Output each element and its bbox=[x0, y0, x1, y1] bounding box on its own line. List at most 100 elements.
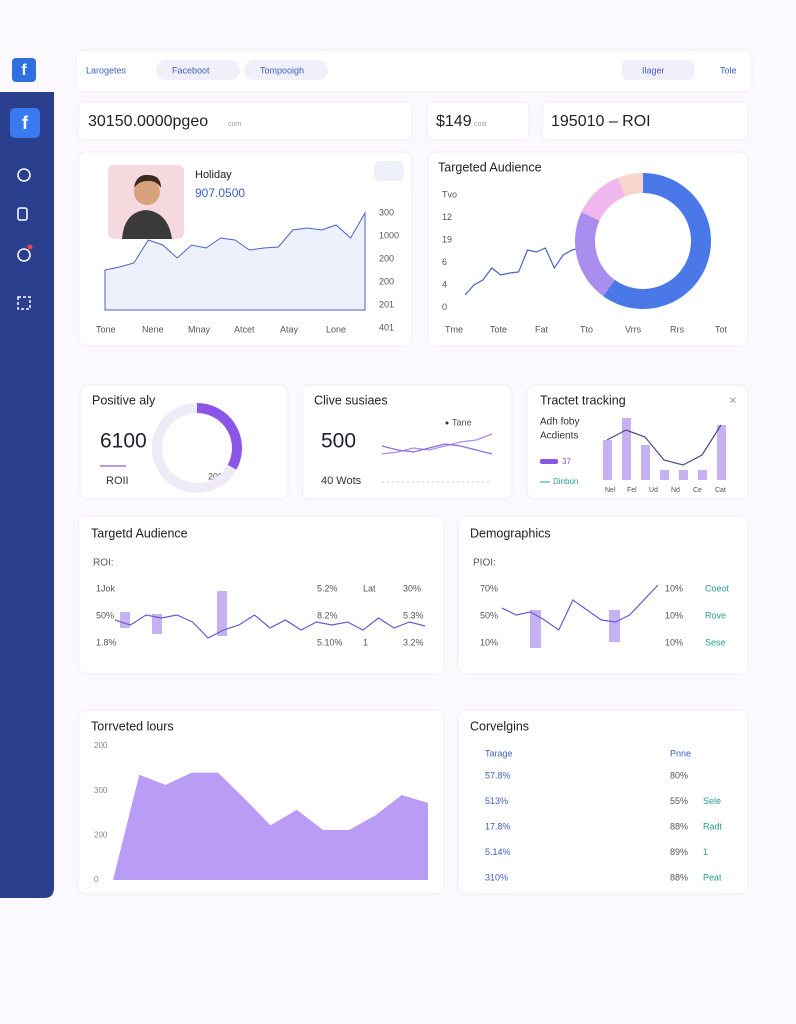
y-label: 1Jok bbox=[96, 583, 116, 593]
line bbox=[464, 242, 591, 296]
donut-slice bbox=[603, 173, 711, 309]
action-label: Ilager bbox=[642, 65, 665, 75]
y-label: 10% bbox=[480, 637, 498, 647]
card-title: Targetd Audience bbox=[91, 526, 188, 540]
y-label: 300 bbox=[379, 207, 394, 217]
gauge-fill bbox=[196, 403, 242, 470]
x-label: Tot bbox=[715, 324, 728, 334]
avatar-hair bbox=[134, 174, 161, 188]
x-label: Rrs bbox=[670, 324, 684, 334]
column-header: Pnne bbox=[670, 748, 691, 758]
bar bbox=[609, 610, 620, 642]
action-label: Tole bbox=[720, 65, 737, 75]
area bbox=[104, 211, 366, 311]
y-label: 0 bbox=[442, 302, 447, 312]
badge bbox=[27, 244, 33, 250]
tab-label: Larogetes bbox=[86, 65, 127, 75]
donut-slice bbox=[617, 173, 643, 197]
card-title: Tractet tracking bbox=[540, 393, 626, 407]
x-label: Tme bbox=[445, 324, 463, 334]
legend-label: 37 bbox=[562, 457, 571, 466]
card bbox=[526, 384, 749, 500]
stat-card bbox=[426, 101, 530, 141]
stat-value: $149 bbox=[436, 113, 472, 130]
table-cell: 513% bbox=[485, 796, 508, 806]
donut-slice bbox=[581, 177, 626, 221]
bar bbox=[217, 591, 227, 636]
bar bbox=[622, 418, 631, 480]
y-label: 12 bbox=[442, 212, 452, 222]
y-label: 70% bbox=[480, 583, 498, 593]
table-cell: 10% bbox=[665, 610, 683, 620]
stat-note: com bbox=[228, 121, 241, 128]
gauge-label: 20S bbox=[208, 471, 224, 481]
tab[interactable] bbox=[244, 60, 328, 80]
sidebar bbox=[0, 92, 54, 898]
x-label: Ce bbox=[693, 487, 702, 494]
y-label: Tvo bbox=[442, 189, 457, 199]
x-label: Nd bbox=[671, 487, 680, 494]
avatar-body bbox=[122, 210, 172, 239]
sidebar-active[interactable] bbox=[10, 108, 40, 138]
line bbox=[606, 424, 722, 466]
x-label: Mnay bbox=[188, 324, 211, 334]
table-cell: 310% bbox=[485, 872, 508, 882]
profile-name: Holiday bbox=[195, 169, 232, 181]
bar bbox=[679, 470, 688, 480]
roi-label: PIOI: bbox=[473, 558, 496, 569]
stat-card bbox=[541, 101, 749, 141]
sidebar-icon[interactable] bbox=[17, 168, 31, 182]
y-label: 4 bbox=[442, 279, 447, 289]
line bbox=[501, 584, 659, 631]
table-cell: 30% bbox=[403, 583, 421, 593]
line bbox=[381, 433, 493, 455]
x-label: Atay bbox=[280, 324, 299, 334]
y-label: 50% bbox=[480, 610, 498, 620]
x-label: Cat bbox=[715, 487, 726, 494]
table-cell: 17.8% bbox=[485, 821, 511, 831]
sidebar-icon[interactable] bbox=[17, 296, 31, 310]
stat-note: cost bbox=[474, 121, 487, 128]
table-cell: 5.10% bbox=[317, 637, 343, 647]
close-button[interactable]: × bbox=[729, 392, 737, 407]
bar bbox=[660, 470, 669, 480]
bar bbox=[641, 445, 650, 480]
legend-label: Tane bbox=[452, 417, 472, 427]
card-title: Positive aly bbox=[92, 393, 156, 407]
tab-label: Tompooigh bbox=[260, 65, 304, 75]
bar bbox=[120, 612, 130, 628]
y-label: 1000 bbox=[379, 230, 399, 240]
subtitle: Acdients bbox=[540, 431, 578, 442]
y-label: 401 bbox=[379, 322, 394, 332]
logo[interactable] bbox=[12, 58, 36, 82]
tab[interactable] bbox=[82, 60, 150, 80]
table-cell: 1 bbox=[363, 637, 368, 647]
table-cell: 88% bbox=[670, 821, 688, 831]
x-label: Fel bbox=[627, 487, 637, 494]
table-cell: 10% bbox=[665, 583, 683, 593]
dropdown[interactable] bbox=[622, 60, 694, 80]
card-title: Demographics bbox=[470, 526, 551, 540]
roi-label: ROI: bbox=[93, 558, 114, 569]
table-cell: 55% bbox=[670, 796, 688, 806]
table-cell: Sele bbox=[703, 796, 721, 806]
card-title: Torrveted lours bbox=[91, 719, 174, 733]
x-label: Lone bbox=[326, 324, 346, 334]
sidebar-icon[interactable] bbox=[17, 248, 31, 262]
table-cell: 89% bbox=[670, 847, 688, 857]
line bbox=[381, 443, 493, 455]
x-label: Vrrs bbox=[625, 324, 642, 334]
icon-button[interactable] bbox=[374, 161, 404, 181]
x-label: Fat bbox=[535, 324, 549, 334]
avatar-head bbox=[134, 179, 160, 205]
sidebar-glyph: f bbox=[22, 113, 29, 133]
stat-value: 30150.0000pgeo bbox=[88, 113, 208, 130]
table-cell: 88% bbox=[670, 872, 688, 882]
card bbox=[77, 515, 445, 675]
sidebar-icon[interactable] bbox=[17, 207, 28, 221]
tab[interactable] bbox=[156, 60, 240, 80]
stat-card bbox=[77, 101, 413, 141]
donut-slice bbox=[574, 212, 615, 297]
bar bbox=[603, 440, 612, 480]
card bbox=[457, 709, 749, 895]
